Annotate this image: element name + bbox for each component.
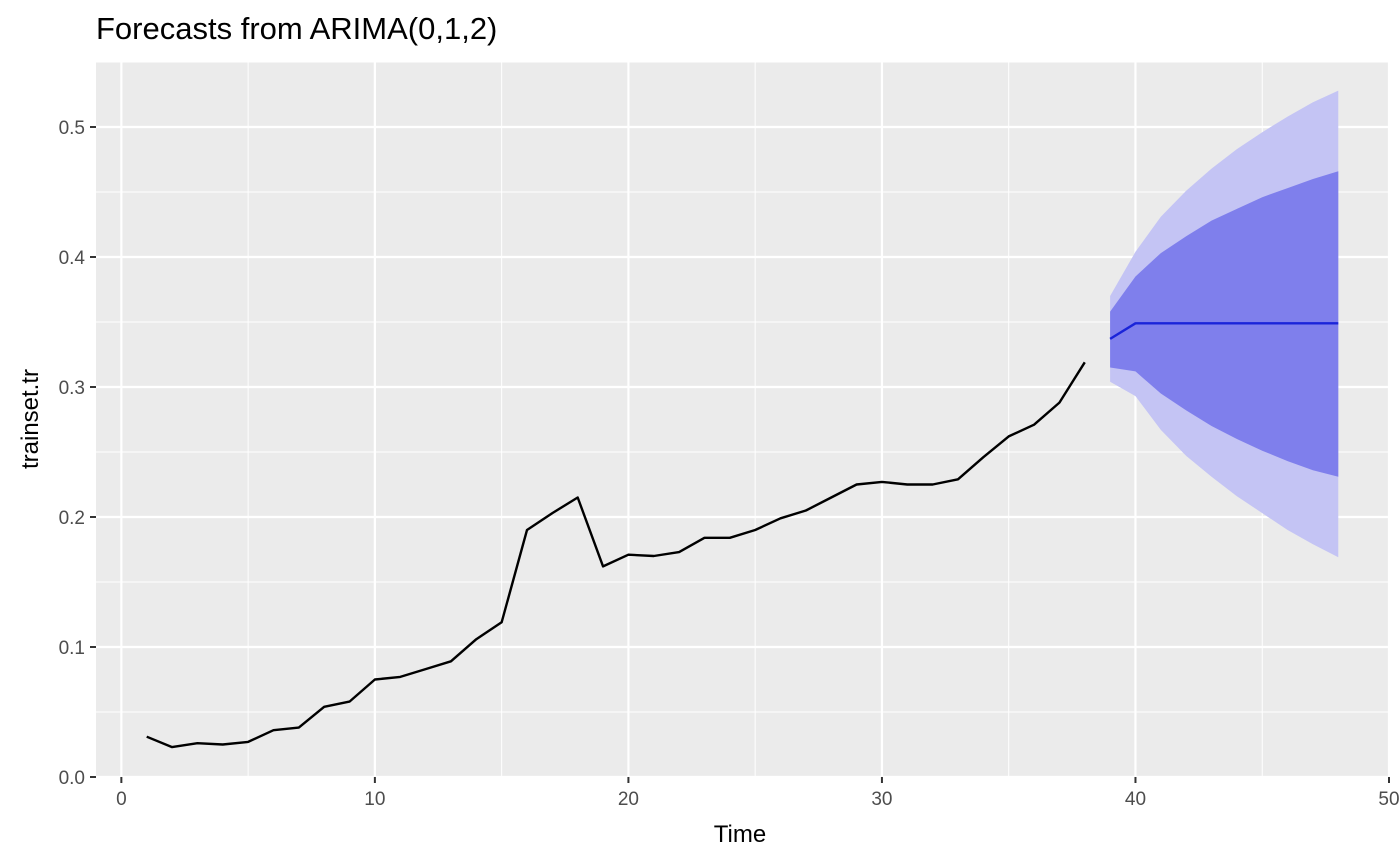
series-lines — [146, 322, 1339, 749]
x-tick-label: 0 — [116, 789, 127, 810]
major-gridlines — [96, 62, 1391, 779]
axis-ticks — [90, 126, 1390, 783]
y-tick-label: 0.5 — [59, 118, 85, 139]
x-axis-title: Time — [714, 821, 766, 848]
y-tick-label: 0.3 — [59, 378, 85, 399]
x-tick-label: 50 — [1378, 789, 1399, 810]
x-tick-label: 10 — [364, 789, 385, 810]
y-tick-label: 0.1 — [59, 638, 85, 659]
y-tick-label: 0.4 — [59, 248, 86, 269]
forecast-series-line — [1109, 322, 1339, 340]
x-tick-label: 40 — [1125, 789, 1146, 810]
x-tick-label: 20 — [618, 789, 639, 810]
y-tick-label: 0.2 — [59, 508, 85, 529]
y-tick-label: 0.0 — [59, 768, 85, 789]
x-axis-tick-labels: 0 10 20 30 40 50 — [116, 789, 1400, 810]
y-axis-title: trainset.tr — [17, 369, 44, 469]
observed-series-line — [146, 361, 1086, 749]
chart-title: Forecasts from ARIMA(0,1,2) — [96, 11, 497, 46]
y-axis-tick-labels: 0.0 0.1 0.2 0.3 0.4 0.5 — [59, 118, 86, 789]
x-tick-label: 30 — [871, 789, 892, 810]
